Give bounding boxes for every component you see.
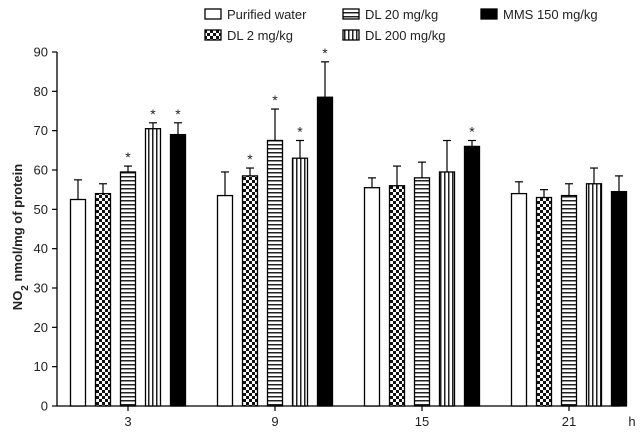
- y-tick-label: 60: [34, 163, 48, 178]
- y-tick-label: 10: [34, 359, 48, 374]
- significance-star: *: [247, 151, 253, 167]
- legend-swatch: [342, 29, 360, 41]
- y-tick-label: 90: [34, 45, 48, 60]
- legend-label: Purified water: [227, 7, 307, 22]
- bar: [610, 190, 628, 407]
- legend-label: DL 2 mg/kg: [227, 28, 293, 43]
- bar: [535, 196, 553, 407]
- significance-star: *: [322, 45, 328, 61]
- bar: [119, 171, 137, 407]
- legend-label: DL 20 mg/kg: [365, 7, 438, 22]
- x-unit-label: h: [628, 414, 635, 429]
- y-tick-label: 50: [34, 202, 48, 217]
- bar: [69, 198, 87, 407]
- bar: [316, 96, 334, 407]
- x-tick-label: 21: [562, 414, 576, 429]
- bar: [585, 183, 603, 407]
- significance-star: *: [175, 106, 181, 122]
- legend-swatch: [342, 8, 360, 20]
- bar: [216, 194, 234, 407]
- x-tick-label: 9: [271, 414, 278, 429]
- bar: [144, 128, 162, 407]
- legend-label: DL 200 mg/kg: [365, 28, 445, 43]
- significance-star: *: [125, 149, 131, 165]
- bar: [560, 194, 578, 407]
- bar: [266, 139, 284, 407]
- legend-swatch: [480, 8, 498, 20]
- bar: [388, 185, 406, 407]
- bar: [438, 171, 456, 407]
- x-tick-label: 3: [124, 414, 131, 429]
- legend: Purified water DL 2 mg/kg DL 20 mg/kg DL 20…: [204, 7, 598, 43]
- labels: NO2 nmol/mg of protein 3 * * * 9 * * * * 15 * 21 h: [10, 45, 636, 429]
- y-tick-label: 80: [34, 84, 48, 99]
- significance-star: *: [469, 124, 475, 140]
- y-tick-label: 70: [34, 123, 48, 138]
- bars: [69, 61, 628, 407]
- bar: [291, 157, 309, 407]
- y-tick-label: 20: [34, 320, 48, 335]
- y-axis-title: NO2 nmol/mg of protein: [10, 164, 31, 310]
- bar: [463, 145, 481, 407]
- significance-star: *: [297, 124, 303, 140]
- legend-swatch: [204, 29, 222, 41]
- y-tick-label: 40: [34, 241, 48, 256]
- bar: [510, 192, 528, 407]
- x-tick-label: 15: [415, 414, 429, 429]
- bar: [413, 177, 431, 407]
- bar: [94, 192, 112, 407]
- legend-label: MMS 150 mg/kg: [503, 7, 598, 22]
- significance-star: *: [272, 92, 278, 108]
- y-tick-label: 0: [41, 399, 48, 414]
- legend-swatch: [204, 8, 222, 20]
- bar: [363, 187, 381, 407]
- y-tick-label: 30: [34, 281, 48, 296]
- significance-star: *: [150, 106, 156, 122]
- bar: [169, 133, 187, 407]
- bar: [241, 175, 259, 407]
